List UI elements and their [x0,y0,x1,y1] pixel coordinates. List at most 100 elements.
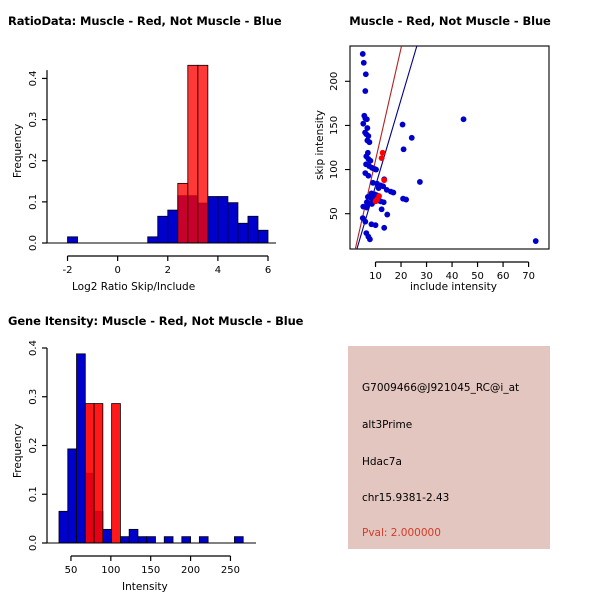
scatter-point [378,206,385,213]
ratio-histogram-xlabel: Log2 Ratio Skip/Include [72,281,196,293]
scatter-point [363,204,370,211]
gene-histogram-svg: 0.0 0.1 0.2 0.3 0.4 50 100 150 200 250 [28,340,256,576]
ratio-histogram-axes: 0.0 0.1 0.2 0.3 0.4 -2 0 2 4 6 [28,70,276,276]
gene-histogram-xlabel: Intensity [122,581,168,593]
y-tick-label: 0.4 [28,340,39,356]
scatter-point [363,116,370,123]
x-tick-label: 40 [446,271,459,282]
panel-gene-info: G7009466@J921045_RC@i_at alt3Prime Hdac7… [300,300,600,600]
gene-histogram-ylabel: Frequency [12,423,24,478]
histogram-bar [93,403,104,544]
scatter-point [399,121,406,128]
gene-histogram-bars [58,353,244,544]
histogram-bar [257,229,269,244]
histogram-bar [197,64,209,244]
scatter-frame [349,45,550,250]
y-tick-label: 0.2 [28,153,39,169]
y-tick-label: 0.3 [28,112,39,128]
scatter-ylabel: skip intensity [314,110,326,180]
y-tick-label: 0.1 [28,194,39,210]
histogram-bar [217,196,229,244]
scatter-point [366,139,373,146]
y-tick-label: 50 [329,207,340,220]
ratio-histogram-title: RatioData: Muscle - Red, Not Muscle - Bl… [8,14,282,28]
gene-histogram-axes: 0.0 0.1 0.2 0.3 0.4 50 100 150 200 250 [28,340,256,576]
scatter-point [367,157,374,164]
x-tick-label: 30 [420,271,433,282]
x-tick-label: 50 [65,565,78,576]
y-tick-label: 0.0 [28,235,39,251]
x-tick-label: -2 [63,265,73,276]
histogram-bar [128,528,139,544]
scatter-title: Muscle - Red, Not Muscle - Blue [349,14,551,28]
histogram-bar [207,196,219,244]
x-tick-label: 50 [471,271,484,282]
scatter-point [372,198,379,205]
histogram-bar [181,536,191,544]
histogram-bar [84,403,95,544]
x-tick-label: 6 [265,265,271,276]
scatter-point [365,172,372,179]
scatter-point [400,146,407,153]
scatter-point [362,218,369,225]
scatter-point [359,51,366,57]
histogram-bar [58,510,69,544]
scatter-xlabel: include intensity [410,281,497,293]
y-tick-label: 150 [329,116,340,135]
scatter-point [360,120,367,127]
gene-histogram-title: Gene Itensity: Muscle - Red, Not Muscle … [8,314,304,328]
histogram-bar [157,215,169,244]
panel-ratio-histogram: RatioData: Muscle - Red, Not Muscle - Bl… [0,0,300,300]
histogram-bar [187,64,199,244]
y-tick-label: 0.3 [28,389,39,405]
x-tick-label: 70 [522,271,535,282]
scatter-point [379,149,386,156]
y-tick-label: 200 [329,72,340,91]
panel-gene-intensity-histogram: Gene Itensity: Muscle - Red, Not Muscle … [0,300,304,600]
histogram-bar [177,182,189,244]
scatter-point [367,236,373,243]
scatter-point [460,116,467,123]
histogram-bar [147,236,159,244]
scatter-point [380,183,387,190]
scatter-point [408,134,415,141]
locus-text: chr15.9381-2.43 [362,492,450,504]
event-type-text: alt3Prime [362,419,413,431]
scatter-point [364,125,371,131]
scatter-point [381,224,388,231]
x-tick-label: 200 [181,565,200,576]
y-tick-label: 0.4 [28,71,39,87]
y-tick-label: 0.1 [28,486,39,502]
y-tick-label: 0.2 [28,438,39,454]
histogram-bar [198,536,209,544]
gene-symbol-text: Hdac7a [362,456,402,468]
scatter-point [365,133,372,139]
scatter-point [362,88,369,94]
scatter-svg: 50 100 150 200 10 20 30 40 50 60 70 [329,45,550,282]
scatter-point [417,179,423,185]
y-tick-label: 100 [329,160,340,179]
histogram-bar [76,353,86,544]
histogram-bar [163,536,174,544]
scatter-point [378,155,385,161]
x-tick-label: 250 [221,565,240,576]
probe-id-text: G7009466@J921045_RC@i_at [362,382,520,394]
scatter-axes: 50 100 150 200 10 20 30 40 50 60 70 [329,72,535,282]
x-tick-label: 10 [369,271,382,282]
histogram-bar [111,403,121,544]
histogram-bar [119,536,130,544]
scatter-point [403,196,410,203]
histogram-bar [146,536,156,544]
x-tick-label: 0 [114,265,120,276]
scatter-points [359,51,539,244]
scatter-point [375,185,382,192]
gene-info-box: G7009466@J921045_RC@i_at alt3Prime Hdac7… [348,346,550,549]
pval-text: Pval: 2.000000 [362,527,441,539]
scatter-point [372,222,379,229]
histogram-bar [234,536,244,544]
x-tick-label: 20 [395,271,408,282]
scatter-point [360,59,367,66]
histogram-bar [102,528,113,544]
x-tick-label: 2 [165,265,171,276]
scatter-point [390,189,397,196]
